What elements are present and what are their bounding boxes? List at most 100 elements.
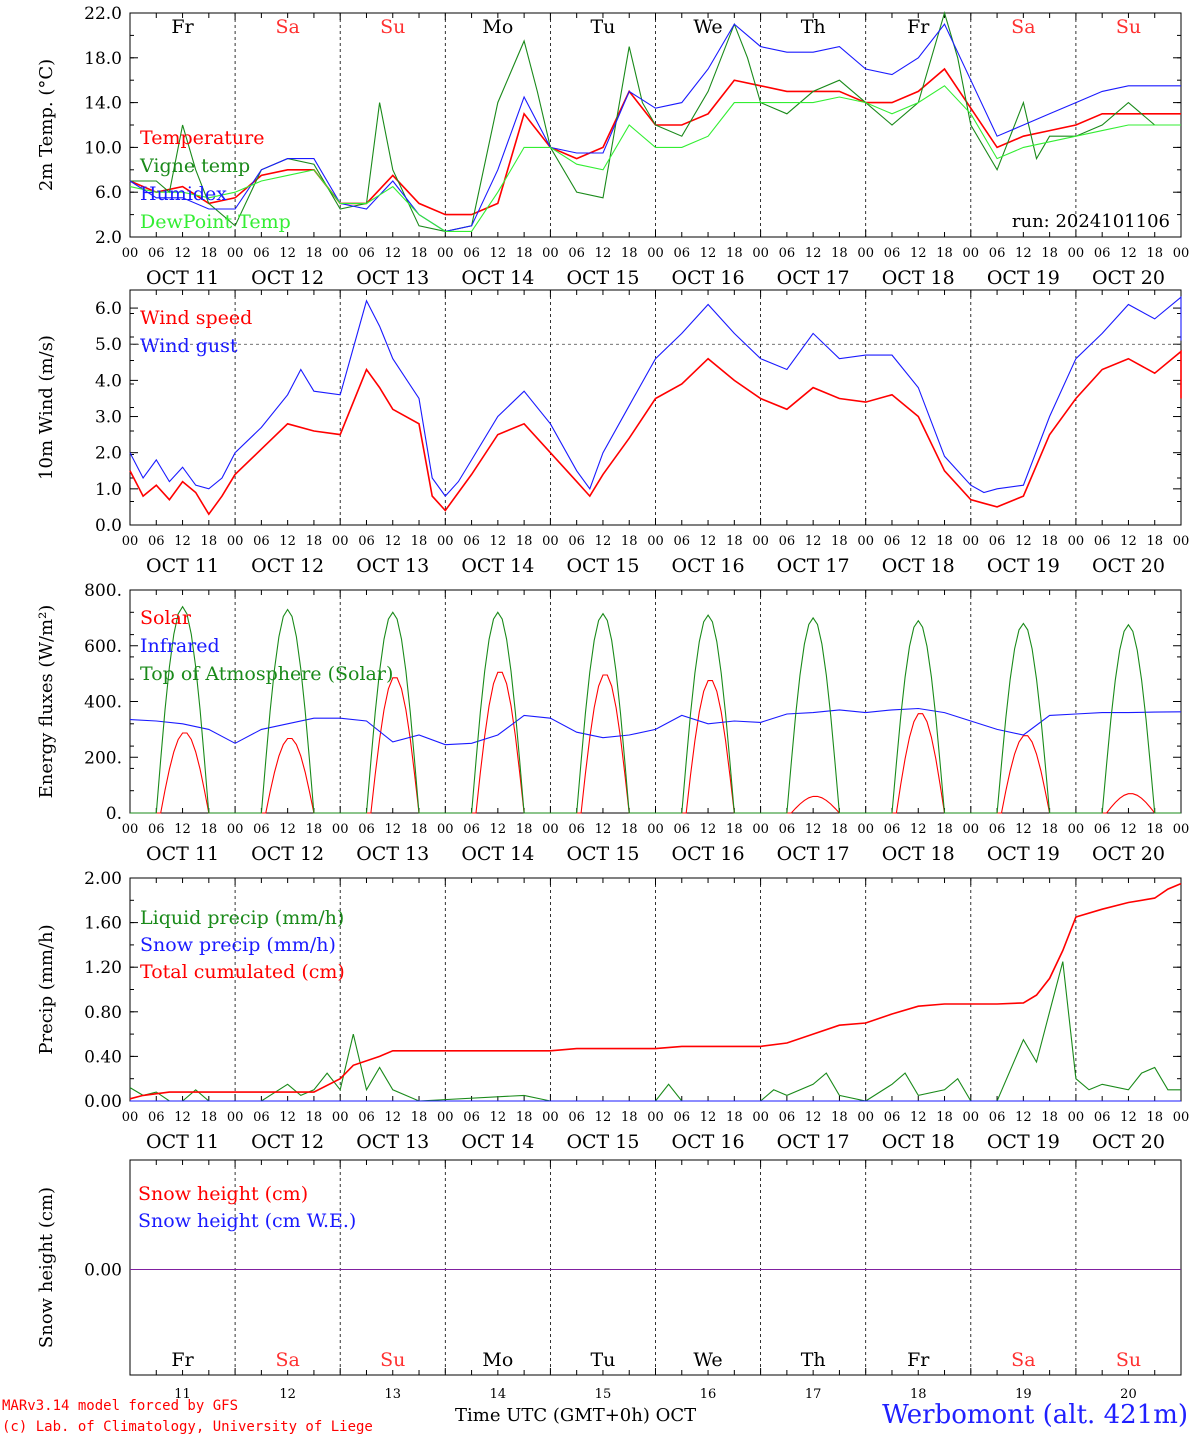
hour-label: 06	[568, 822, 585, 837]
day-name: Mo	[482, 16, 513, 38]
hour-label: 12	[174, 1110, 191, 1125]
hour-label: 12	[595, 1110, 612, 1125]
y-tick-label: 1.60	[84, 914, 122, 934]
legend-entry: Vigne temp	[139, 155, 250, 177]
date-label: OCT 20	[1092, 555, 1165, 577]
hour-label: 00	[752, 534, 769, 549]
y-tick-label: 3.0	[95, 408, 122, 428]
date-label: OCT 12	[251, 843, 324, 865]
hour-label: 18	[726, 534, 743, 549]
panel-1	[129, 11, 1182, 238]
date-label: OCT 14	[461, 267, 534, 289]
y-tick-label: 22.0	[84, 4, 122, 24]
hour-label: 18	[621, 1110, 638, 1125]
hour-label: 18	[201, 246, 218, 261]
date-label: OCT 14	[461, 555, 534, 577]
hour-label: 12	[490, 534, 507, 549]
hour-label: 06	[358, 534, 375, 549]
hour-label: 06	[358, 246, 375, 261]
hour-label: 06	[989, 822, 1006, 837]
legend-entry: Infrared	[140, 635, 220, 657]
day-name-bottom: Sa	[275, 1349, 299, 1371]
date-label: OCT 11	[146, 267, 219, 289]
hour-label: 12	[805, 534, 822, 549]
y-tick-label: 0.80	[84, 1003, 122, 1023]
series-line	[130, 605, 1181, 814]
hour-label: 12	[700, 1110, 717, 1125]
hour-label: 00	[647, 1110, 664, 1125]
hour-label: 18	[411, 246, 428, 261]
hour-label: 06	[779, 1110, 796, 1125]
hour-label: 06	[884, 822, 901, 837]
hour-label: 06	[884, 1110, 901, 1125]
date-label: OCT 20	[1092, 843, 1165, 865]
y-tick-label: 0.00	[84, 1261, 122, 1281]
hour-label: 18	[936, 246, 953, 261]
hour-label: 18	[411, 534, 428, 549]
hour-label: 18	[1041, 534, 1058, 549]
y-tick-label: 0.40	[84, 1047, 122, 1067]
y-axis-label: Precip (mm/h)	[36, 924, 57, 1054]
date-label: OCT 16	[672, 1131, 745, 1153]
hour-label: 18	[1041, 1110, 1058, 1125]
hour-label: 06	[463, 1110, 480, 1125]
hour-label: 00	[647, 534, 664, 549]
hour-label: 06	[674, 822, 691, 837]
hour-label: 00	[542, 1110, 559, 1125]
y-tick-label: 2.0	[95, 444, 122, 464]
date-number: 11	[174, 1387, 191, 1400]
hour-label: 06	[674, 1110, 691, 1125]
y-tick-label: 6.0	[95, 183, 122, 203]
date-number: 14	[490, 1387, 507, 1400]
hour-label: 18	[621, 822, 638, 837]
hour-label: 12	[595, 246, 612, 261]
date-label: OCT 11	[146, 843, 219, 865]
hour-label: 18	[516, 246, 533, 261]
hour-label: 18	[1146, 822, 1163, 837]
legend-entry: Humidex	[140, 183, 227, 205]
date-label: OCT 17	[777, 1131, 850, 1153]
hour-label: 00	[1068, 534, 1085, 549]
date-label: OCT 17	[777, 555, 850, 577]
hour-label: 00	[332, 1110, 349, 1125]
hour-label: 12	[384, 1110, 401, 1125]
y-tick-label: 1.20	[84, 958, 122, 978]
hour-label: 06	[463, 822, 480, 837]
hour-label: 00	[647, 246, 664, 261]
hour-label: 06	[253, 822, 270, 837]
hour-label: 00	[1173, 246, 1190, 261]
hour-label: 06	[1094, 246, 1111, 261]
y-tick-label: 0.00	[84, 1092, 122, 1112]
y-axis-label: Snow height (cm)	[36, 1187, 57, 1348]
hour-label: 18	[1146, 534, 1163, 549]
hour-label: 18	[831, 534, 848, 549]
legend-entry: Solar	[140, 607, 192, 629]
hour-label: 06	[779, 246, 796, 261]
meteogram: 2.0 6.0 10.0 14.0 18.0 22.0 2m Temp. (°C) Tempe…	[36, 4, 1190, 1400]
hour-label: 12	[1015, 1110, 1032, 1125]
day-name: Fr	[171, 16, 194, 38]
hour-label: 18	[201, 822, 218, 837]
date-label: OCT 15	[566, 555, 639, 577]
legend-entry: Total cumulated (cm)	[140, 961, 345, 983]
date-label: OCT 12	[251, 1131, 324, 1153]
hour-label: 00	[332, 534, 349, 549]
station-name: Werbomont (alt. 421m)	[882, 1400, 1188, 1430]
hour-label: 00	[227, 1110, 244, 1125]
hour-label: 06	[253, 534, 270, 549]
date-label: OCT 13	[356, 1131, 429, 1153]
hour-label: 00	[542, 822, 559, 837]
y-tick-label: 600.	[84, 637, 122, 657]
hour-label: 12	[1120, 822, 1137, 837]
date-number: 15	[595, 1387, 612, 1400]
legend-entry: Liquid precip (mm/h)	[140, 907, 344, 929]
y-tick-label: 14.0	[84, 94, 122, 114]
date-number: 19	[1015, 1387, 1032, 1400]
hour-label: 18	[306, 1110, 323, 1125]
hour-label: 06	[463, 534, 480, 549]
hour-label: 12	[910, 534, 927, 549]
hour-label: 06	[779, 534, 796, 549]
hour-label: 12	[910, 822, 927, 837]
y-tick-label: 2.0	[95, 228, 122, 248]
date-label: OCT 17	[777, 843, 850, 865]
